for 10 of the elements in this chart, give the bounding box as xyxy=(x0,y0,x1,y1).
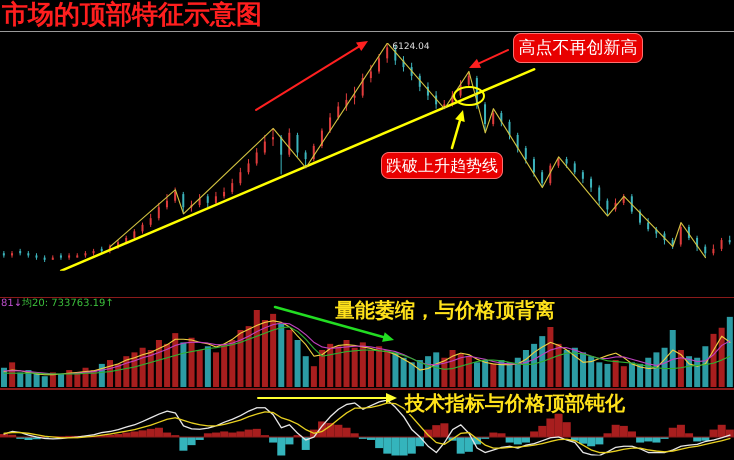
annotation: 跌破上升趋势线 xyxy=(386,156,498,175)
text: 均20: 733763.19↑ xyxy=(22,298,114,309)
text: 81↓ xyxy=(1,298,22,309)
chart-title: 市场的顶部特征示意图 xyxy=(2,0,262,30)
callout-box: 跌破上升趋势线 xyxy=(381,152,503,179)
annotation: 量能萎缩，与价格顶背离 xyxy=(335,298,555,322)
annotation: 高点不再创新高 xyxy=(518,38,638,58)
annotation: 技术指标与价格顶部钝化 xyxy=(405,391,625,415)
callout-box: 高点不再创新高 xyxy=(513,33,643,63)
annotation: 6124.04 xyxy=(392,42,430,52)
